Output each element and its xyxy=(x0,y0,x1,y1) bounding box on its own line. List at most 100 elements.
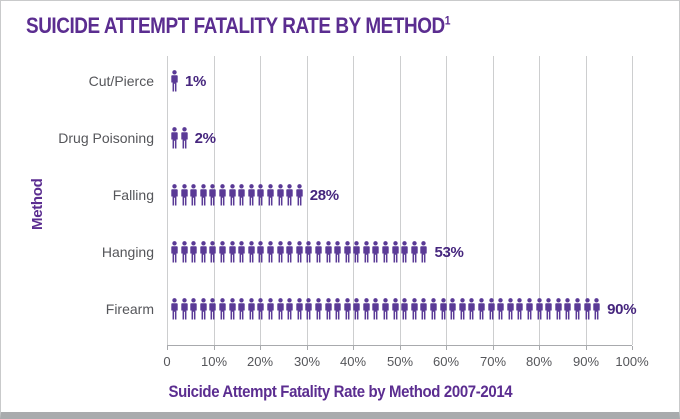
person-icon xyxy=(382,298,389,320)
person-icon xyxy=(180,298,188,320)
person-icon xyxy=(459,298,466,320)
person-icon xyxy=(248,298,255,320)
x-axis-tick xyxy=(632,346,633,350)
chart-title-text: SUICIDE ATTEMPT FATALITY RATE BY METHOD xyxy=(26,13,445,38)
person-icon xyxy=(171,127,178,149)
person-icon xyxy=(545,298,552,320)
person-icon xyxy=(200,184,207,206)
value-label: 1% xyxy=(185,72,207,90)
x-axis-tick-label: 80% xyxy=(525,354,553,369)
gridline xyxy=(353,56,354,345)
x-axis-title-wrap: Suicide Attempt Fatality Rate by Method … xyxy=(1,382,679,402)
x-axis-tick-label: 60% xyxy=(432,354,460,369)
category-label: Hanging xyxy=(101,244,154,260)
gridline xyxy=(167,56,168,345)
category-label: Firearm xyxy=(105,301,154,317)
person-icon xyxy=(343,241,351,263)
x-axis-tick-label: 50% xyxy=(386,354,414,369)
gridline xyxy=(493,56,494,345)
person-icon xyxy=(343,298,351,320)
person-icon xyxy=(296,298,303,320)
person-icon xyxy=(228,298,236,320)
x-axis-tick xyxy=(539,346,540,350)
person-icon xyxy=(535,298,543,320)
person-icon xyxy=(248,184,255,206)
person-icon xyxy=(276,298,284,320)
category-label: Drug Poisoning xyxy=(58,130,154,146)
gridline xyxy=(539,56,540,345)
chart-row: Hanging 53% xyxy=(21,240,673,264)
gridline xyxy=(307,56,308,345)
chart-title: SUICIDE ATTEMPT FATALITY RATE BY METHOD1 xyxy=(26,13,451,39)
person-icon xyxy=(555,298,562,320)
x-axis-tick xyxy=(214,346,215,350)
person-icon xyxy=(430,298,437,320)
person-icon xyxy=(248,241,255,263)
person-icon xyxy=(411,241,418,263)
x-axis-tick-label: 100% xyxy=(615,354,649,369)
person-icon xyxy=(219,184,226,206)
person-icon xyxy=(190,241,197,263)
person-icon xyxy=(420,241,428,263)
person-icon xyxy=(296,184,303,206)
person-icon xyxy=(507,298,514,320)
person-icon xyxy=(334,298,341,320)
value-label: 90% xyxy=(607,300,637,318)
person-icon xyxy=(180,127,188,149)
person-icon xyxy=(401,298,408,320)
chart-row: Cut/Pierce 1% xyxy=(21,69,673,93)
gridline xyxy=(632,56,633,345)
person-icon xyxy=(411,298,418,320)
person-icon xyxy=(391,298,399,320)
person-icon xyxy=(171,184,178,206)
chart-title-footnote-mark: 1 xyxy=(444,13,451,28)
person-icon xyxy=(257,298,265,320)
person-icon xyxy=(267,184,274,206)
person-icon xyxy=(209,298,217,320)
person-icon xyxy=(334,241,341,263)
x-axis-tick-label: 40% xyxy=(339,354,367,369)
x-axis-tick xyxy=(307,346,308,350)
person-icon xyxy=(478,298,485,320)
person-icon xyxy=(209,184,217,206)
person-icon xyxy=(257,241,265,263)
x-axis-tick-label: 90% xyxy=(572,354,600,369)
person-icon xyxy=(439,298,447,320)
person-icon xyxy=(296,241,303,263)
x-axis-tick xyxy=(493,346,494,350)
person-icon xyxy=(209,241,217,263)
person-icon xyxy=(353,298,360,320)
person-icon xyxy=(391,241,399,263)
value-label: 2% xyxy=(194,129,216,147)
x-axis-tick xyxy=(400,346,401,350)
person-icon xyxy=(180,184,188,206)
person-icon xyxy=(238,184,245,206)
icon-bar xyxy=(170,70,179,92)
person-icon xyxy=(276,184,284,206)
x-axis-tick xyxy=(260,346,261,350)
person-icon xyxy=(171,298,178,320)
person-icon xyxy=(363,241,370,263)
x-axis-tick-label: 0 xyxy=(163,354,171,369)
person-icon xyxy=(267,298,274,320)
person-icon xyxy=(315,298,322,320)
person-icon xyxy=(324,298,332,320)
person-icon xyxy=(372,298,380,320)
chart-row: Firearm 90% xyxy=(21,297,673,321)
person-icon xyxy=(526,298,533,320)
person-icon xyxy=(420,298,428,320)
person-icon xyxy=(171,70,178,92)
person-icon xyxy=(219,298,226,320)
person-icon xyxy=(353,241,360,263)
x-axis-tick-label: 10% xyxy=(200,354,228,369)
person-icon xyxy=(401,241,408,263)
person-icon xyxy=(200,241,207,263)
icon-bar xyxy=(170,241,428,263)
person-icon xyxy=(228,184,236,206)
x-axis-tick-label: 30% xyxy=(293,354,321,369)
person-icon xyxy=(468,298,476,320)
person-icon xyxy=(228,241,236,263)
person-icon xyxy=(190,184,197,206)
person-icon xyxy=(305,241,313,263)
